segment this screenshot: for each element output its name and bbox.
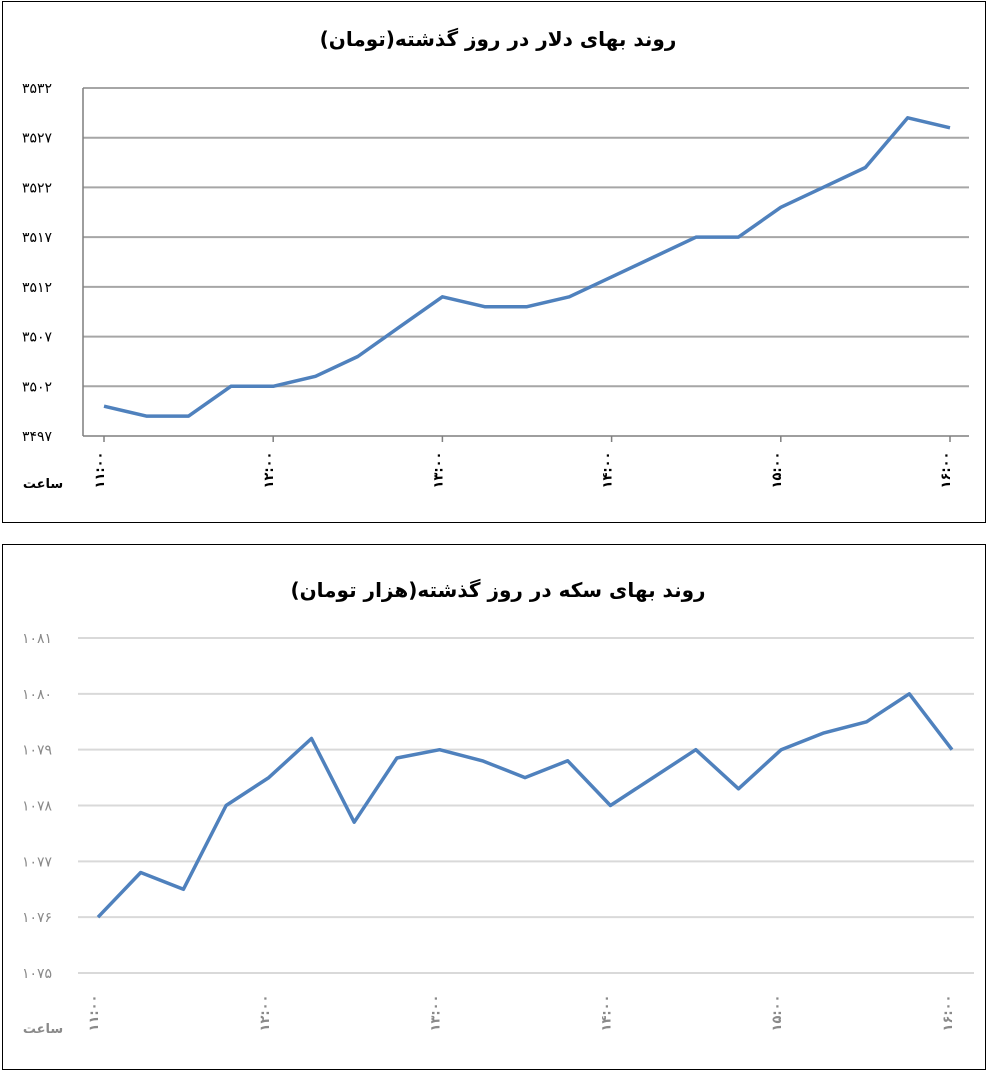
x-axis: ۱۱:۰۰ ۱۲:۰۰ ۱۳:۰۰ ۱۴:۰۰ ۱۵:۰۰ ۱۶:۰۰ [93, 436, 954, 488]
coin-chart: روند بهای سکه در روز گذشته(هزار تومان) ۱… [22, 578, 974, 1037]
x-tick-label: ۱۴:۰۰ [601, 452, 616, 489]
x-tick-label: ۱۳:۰۰ [429, 995, 444, 1032]
chart-title: روند بهای دلار در روز گذشته(تومان) [320, 27, 677, 51]
y-tick-label: ۱۰۷۸ [22, 799, 53, 815]
y-tick-label: ۱۰۷۷ [22, 854, 53, 870]
dollar-chart-panel: روند بهای دلار در روز گذشته(تومان) ۳۴۹۷ ۳… [2, 1, 986, 523]
y-tick-label: ۱۰۷۵ [22, 966, 52, 982]
y-tick-label: ۱۰۸۰ [22, 687, 52, 703]
y-tick-label: ۳۵۱۲ [22, 280, 52, 296]
x-tick-label: ۱۱:۰۰ [93, 452, 108, 489]
y-tick-label: ۱۰۸۱ [22, 631, 52, 647]
x-tick-label: ۱۵:۰۰ [770, 995, 785, 1032]
x-tick-label: ۱۲:۰۰ [262, 452, 277, 489]
y-tick-label: ۳۵۰۲ [22, 379, 52, 395]
grid-lines [78, 637, 974, 974]
y-tick-label: ۳۵۱۷ [22, 230, 53, 246]
y-tick-label: ۳۵۳۲ [22, 81, 52, 97]
y-tick-label: ۳۵۲۷ [22, 131, 53, 147]
y-axis: ۱۰۷۵ ۱۰۷۶ ۱۰۷۷ ۱۰۷۸ ۱۰۷۹ ۱۰۸۰ ۱۰۸۱ [22, 631, 53, 982]
chart-title: روند بهای سکه در روز گذشته(هزار تومان) [290, 578, 705, 602]
x-axis-label: ساعت [23, 477, 63, 492]
x-tick-label: ۱۵:۰۰ [770, 452, 785, 489]
y-axis: ۳۴۹۷ ۳۵۰۲ ۳۵۰۷ ۳۵۱۲ ۳۵۱۷ ۳۵۲۲ ۳۵۲۷ ۳۵۳۲ [22, 81, 53, 445]
x-axis: ۱۱:۰۰ ۱۲:۰۰ ۱۳:۰۰ ۱۴:۰۰ ۱۵:۰۰ ۱۶:۰۰ [87, 995, 956, 1032]
x-tick-label: ۱۴:۰۰ [599, 995, 614, 1032]
y-tick-label: ۳۵۲۲ [22, 180, 52, 196]
x-axis-label: ساعت [23, 1022, 63, 1037]
x-tick-label: ۱۳:۰۰ [431, 452, 446, 489]
y-tick-label: ۳۵۰۷ [22, 330, 53, 346]
x-tick-label: ۱۶:۰۰ [939, 452, 954, 489]
dollar-chart: روند بهای دلار در روز گذشته(تومان) ۳۴۹۷۳… [22, 27, 969, 492]
x-tick-label: ۱۱:۰۰ [87, 995, 102, 1032]
y-tick-label: ۱۰۷۶ [22, 910, 52, 926]
series-line [96, 692, 954, 919]
grid-lines [82, 87, 969, 437]
y-tick-label: ۳۴۹۷ [22, 429, 53, 445]
y-tick-label: ۱۰۷۹ [22, 743, 52, 759]
x-tick-label: ۱۲:۰۰ [258, 995, 273, 1032]
coin-chart-panel: روند بهای سکه در روز گذشته(هزار تومان) ۱… [2, 544, 986, 1070]
x-tick-label: ۱۶:۰۰ [941, 995, 956, 1032]
series-line [103, 116, 951, 418]
